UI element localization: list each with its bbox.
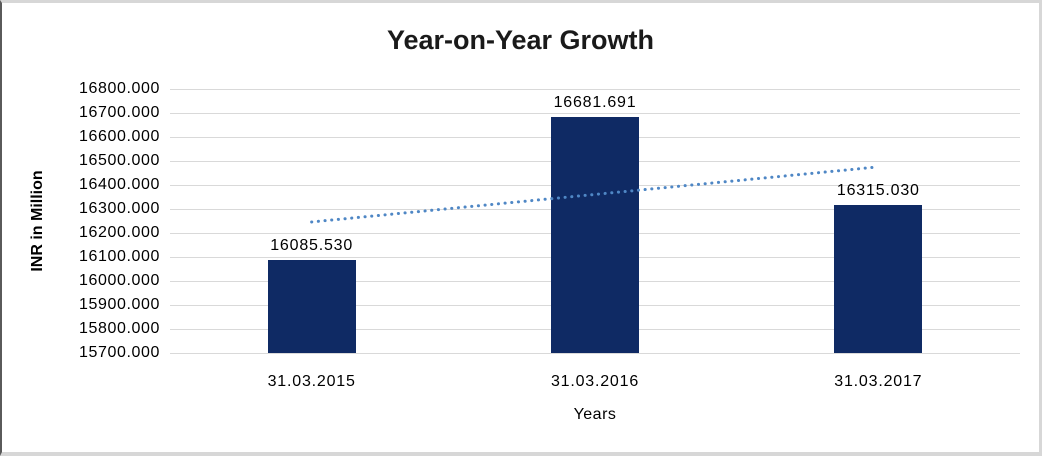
bar-data-label: 16315.030 [836,182,920,200]
y-axis-tick-label: 16300.000 [78,200,160,217]
y-axis-tick-label: 15700.000 [78,344,160,361]
y-axis-tick-label: 15800.000 [78,320,160,337]
x-axis-tick-label: 31.03.2016 [550,373,640,390]
bar [834,205,923,353]
gridline [170,352,1020,354]
y-axis-tick-label: 16100.000 [78,248,160,265]
gridline [170,88,1020,90]
x-axis-tick-label: 31.03.2017 [834,373,923,390]
bar [267,260,356,353]
y-axis-tick-label: 15900.000 [78,296,160,313]
plot-area: 16800.000 16700.000 16600.000 16500.000 1640… [2,3,1039,452]
bar-data-label: 16085.530 [270,237,354,255]
x-axis-title: Years [573,406,617,423]
x-axis-tick-label: 31.03.2015 [267,373,356,390]
y-axis-tick-label: 16400.000 [78,176,160,193]
y-axis-tick-label: 16800.000 [78,80,160,97]
y-axis-title: INR in Million [29,170,46,272]
chart-title: Year-on-Year Growth [386,25,655,55]
y-axis-tick-label: 16700.000 [78,104,160,121]
y-axis-tick-label: 16000.000 [78,272,160,289]
bar [551,117,639,353]
y-axis-tick-label: 16600.000 [78,128,160,145]
gridline [170,112,1020,114]
y-axis-tick-label: 16200.000 [78,224,160,241]
bar-data-label: 16681.691 [553,94,637,112]
y-axis-tick-label: 16500.000 [78,152,160,169]
